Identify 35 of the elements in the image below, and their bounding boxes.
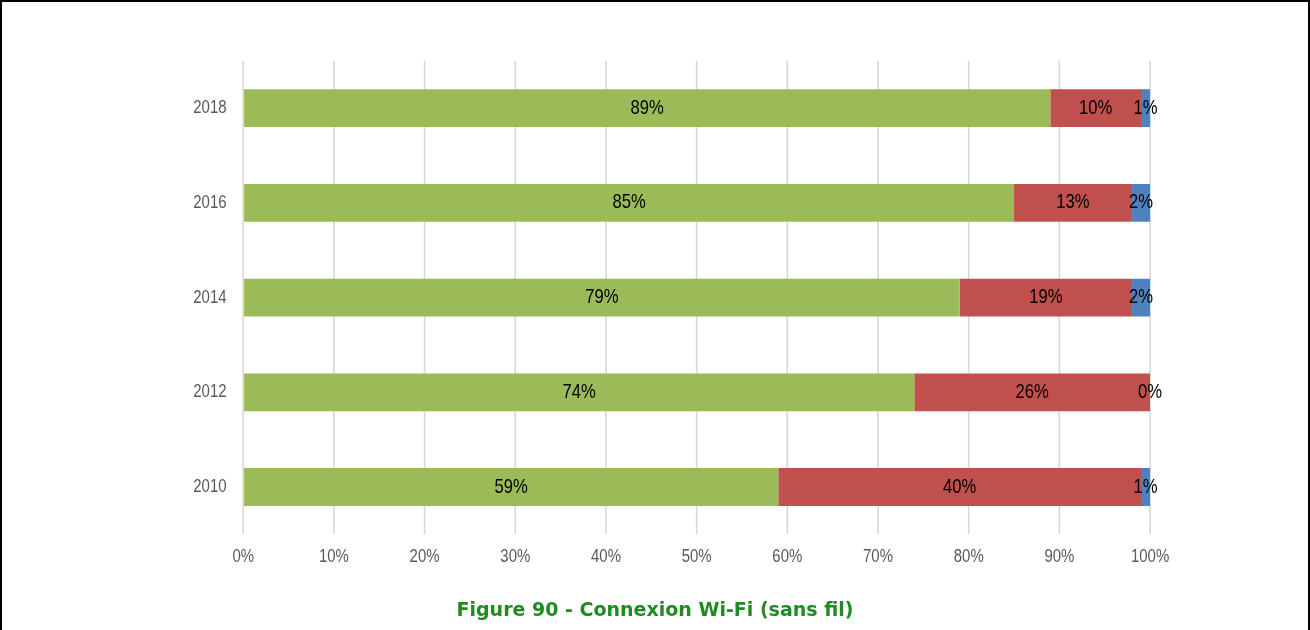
- bar: [244, 278, 960, 317]
- x-tick-label: 30%: [500, 545, 531, 567]
- data-label: 40%: [943, 474, 977, 497]
- y-tick-label: 2018: [193, 96, 227, 118]
- data-label: 26%: [1015, 379, 1049, 403]
- data-label: 89%: [630, 95, 664, 119]
- y-tick-label: 2014: [193, 286, 227, 307]
- bar: [244, 468, 779, 506]
- data-label: 85%: [612, 189, 646, 213]
- caption: Figure 90 - Connexion Wi-Fi (sans fil): [455, 598, 855, 620]
- data-label: 13%: [1056, 189, 1090, 213]
- y-tick-label: 2010: [193, 475, 227, 497]
- data-label: 74%: [562, 379, 596, 403]
- y-tick-label: 2012: [193, 380, 227, 402]
- x-tick-label: 20%: [409, 545, 440, 567]
- x-tick-label: 80%: [953, 545, 984, 567]
- bar: [244, 183, 1015, 222]
- x-tick-label: 50%: [681, 545, 712, 567]
- data-label: 1%: [1133, 474, 1158, 497]
- y-tick-label: 2016: [193, 191, 227, 213]
- x-tick-label: 40%: [590, 545, 622, 567]
- x-tick-label: 10%: [318, 545, 350, 567]
- x-tick-label: 70%: [863, 545, 894, 567]
- x-tick-label: 90%: [1044, 545, 1075, 567]
- data-label: 0%: [1138, 379, 1163, 403]
- data-label: 79%: [585, 284, 619, 308]
- bar: [244, 373, 915, 412]
- data-label: 1%: [1133, 95, 1158, 119]
- data-label: 19%: [1029, 284, 1063, 308]
- x-tick-label: 60%: [772, 545, 803, 567]
- data-label: 10%: [1079, 95, 1113, 119]
- x-tick-label: 0%: [232, 545, 255, 567]
- data-label: 59%: [494, 474, 528, 497]
- bar: [244, 89, 1051, 128]
- x-tick-label: 100%: [1130, 545, 1170, 567]
